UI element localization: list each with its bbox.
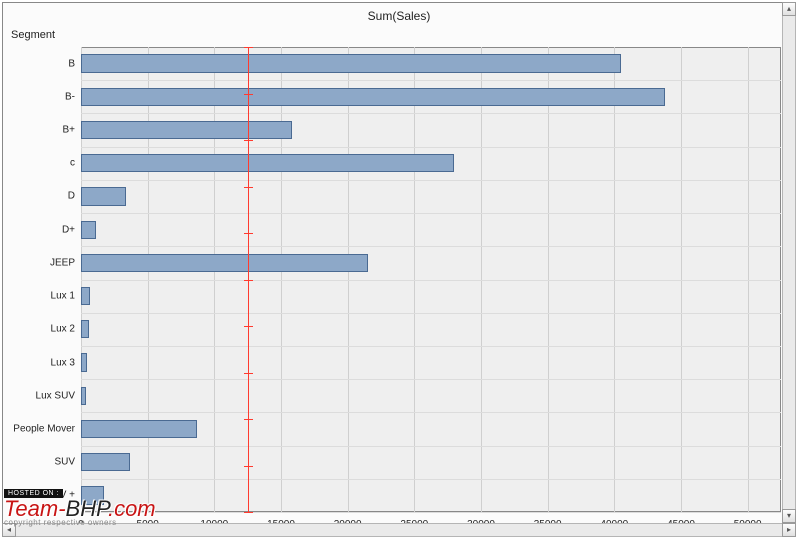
bar <box>81 121 292 139</box>
row-separator <box>81 213 781 214</box>
category-label: D <box>68 191 81 202</box>
row-separator <box>81 346 781 347</box>
bar <box>81 420 197 438</box>
bar <box>81 187 126 205</box>
bar <box>81 353 87 371</box>
row-separator <box>81 313 781 314</box>
category-label: SUV <box>54 457 81 468</box>
scroll-right-button[interactable]: ▸ <box>782 523 796 537</box>
category-label: B+ <box>62 125 81 136</box>
reference-line <box>248 47 249 512</box>
bar <box>81 154 454 172</box>
category-label: SUV + <box>46 490 81 501</box>
row-separator <box>81 412 781 413</box>
row-separator <box>81 147 781 148</box>
category-label: B- <box>65 91 81 102</box>
row-separator <box>81 379 781 380</box>
category-label: Lux 3 <box>51 357 81 368</box>
horizontal-scrollbar[interactable]: ◂ ▸ <box>2 523 796 537</box>
bar <box>81 54 621 72</box>
row-separator <box>81 246 781 247</box>
plot-area: 0500010000150002000025000300003500040000… <box>81 47 781 512</box>
chart-title: Sum(Sales) <box>3 3 795 25</box>
category-label: D+ <box>62 224 81 235</box>
scroll-down-button[interactable]: ▾ <box>782 509 796 523</box>
y-axis-title: Segment <box>11 29 55 41</box>
row-separator <box>81 446 781 447</box>
bar <box>81 453 130 471</box>
bar <box>81 221 96 239</box>
bar <box>81 88 665 106</box>
scroll-left-button[interactable]: ◂ <box>2 523 16 537</box>
chart-frame: Sum(Sales) Segment 050001000015000200002… <box>2 2 796 537</box>
category-label: Lux 1 <box>51 291 81 302</box>
row-separator <box>81 512 781 513</box>
row-separator <box>81 479 781 480</box>
category-label: Lux 2 <box>51 324 81 335</box>
vertical-scrollbar[interactable]: ▴ ▾ <box>782 2 796 523</box>
bar <box>81 287 90 305</box>
bar <box>81 486 104 504</box>
category-label: JEEP <box>50 257 81 268</box>
bar <box>81 320 89 338</box>
row-separator <box>81 80 781 81</box>
scroll-up-button[interactable]: ▴ <box>782 2 796 16</box>
category-label: c <box>70 158 81 169</box>
row-separator <box>81 113 781 114</box>
category-label: People Mover <box>13 423 81 434</box>
bar <box>81 254 368 272</box>
category-label: Lux SUV <box>36 390 81 401</box>
bar <box>81 387 86 405</box>
category-label: B <box>68 58 81 69</box>
row-separator <box>81 180 781 181</box>
row-separator <box>81 280 781 281</box>
